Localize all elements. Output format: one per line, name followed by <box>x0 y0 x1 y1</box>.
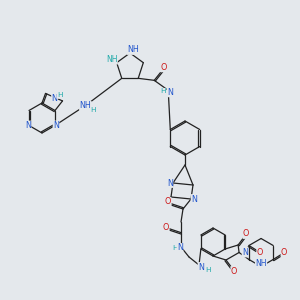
Text: O: O <box>163 223 169 232</box>
Text: H: H <box>205 267 211 273</box>
Text: NH: NH <box>106 55 117 64</box>
Text: O: O <box>165 197 171 206</box>
Text: O: O <box>257 248 263 257</box>
Text: N: N <box>52 94 58 103</box>
Text: N: N <box>198 262 204 272</box>
Text: NH: NH <box>80 101 91 110</box>
Text: NH: NH <box>255 259 267 268</box>
Text: N: N <box>167 178 173 188</box>
Text: NH: NH <box>127 46 139 55</box>
Text: N: N <box>53 121 59 130</box>
Text: O: O <box>243 230 249 238</box>
Text: H: H <box>91 107 96 113</box>
Text: N: N <box>242 248 248 257</box>
Text: O: O <box>231 266 237 275</box>
Text: H: H <box>57 92 62 98</box>
Text: N: N <box>177 244 183 253</box>
Text: N: N <box>167 88 173 97</box>
Text: O: O <box>281 248 287 257</box>
Text: H: H <box>172 245 178 251</box>
Text: H: H <box>160 88 166 94</box>
Text: O: O <box>160 63 166 72</box>
Text: N: N <box>25 121 31 130</box>
Text: N: N <box>191 194 197 203</box>
